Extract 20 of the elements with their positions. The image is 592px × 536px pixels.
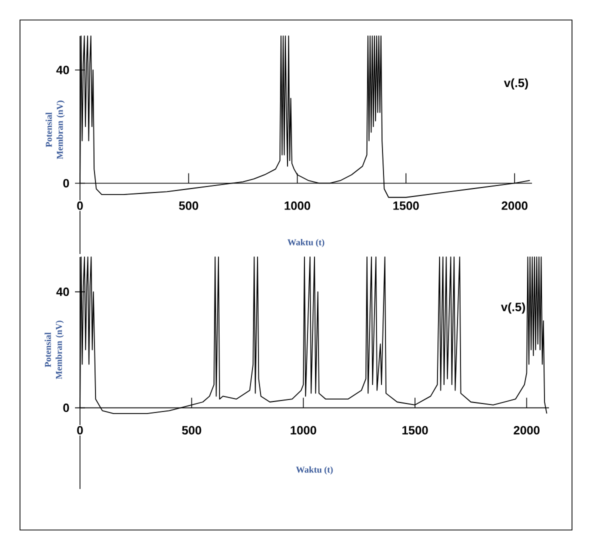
- x-tick-label: 500: [182, 426, 202, 434]
- x-tick-label: 2000: [502, 201, 528, 210]
- y-tick-label: 0: [63, 404, 69, 412]
- x-tick-label: 0: [77, 426, 83, 434]
- x-tick-label: 0: [77, 201, 83, 210]
- y-tick-label: 40: [56, 66, 69, 74]
- x-tick-label: 2000: [514, 426, 540, 434]
- y-axis-title: Potensial Membran (nV): [46, 100, 65, 160]
- annotation: v(.5): [500, 302, 526, 314]
- x-axis-title: Waktu (t): [296, 466, 333, 475]
- annotation: v(.5): [504, 78, 528, 90]
- x-tick-label: 500: [179, 201, 198, 210]
- x-tick-label: 1500: [393, 201, 419, 210]
- y-axis-title: Potensial Membran (nV): [44, 320, 64, 380]
- x-axis-title: Waktu (t): [288, 239, 324, 248]
- y-tick-label: 0: [63, 178, 69, 188]
- x-tick-label: 1000: [290, 426, 316, 434]
- y-tick-label: 40: [56, 288, 69, 296]
- x-tick-label: 1500: [402, 426, 428, 434]
- x-tick-label: 1000: [284, 201, 310, 210]
